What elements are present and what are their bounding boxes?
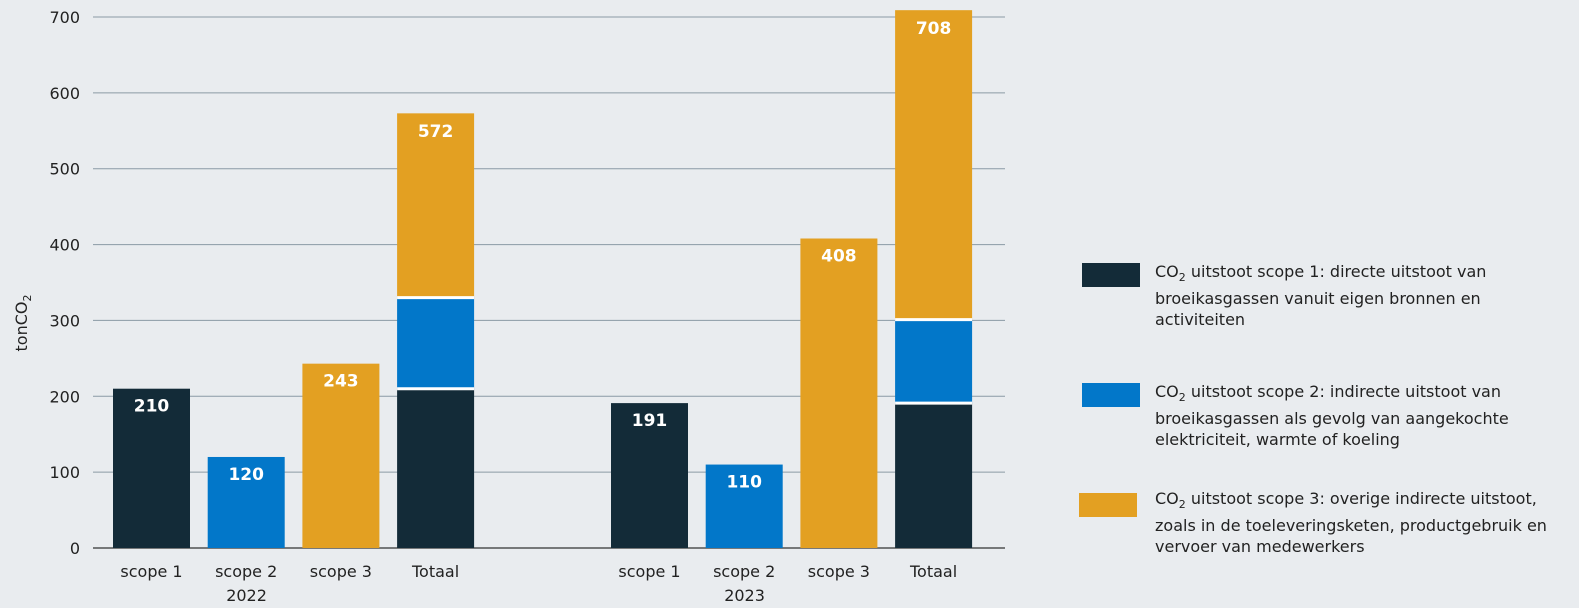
legend-label-scope2: CO2 uitstoot scope 2: indirecte uitstoot…	[1155, 382, 1509, 450]
y-tick-label: 600	[49, 84, 80, 103]
data-label: 120	[228, 465, 264, 485]
bar-scope1	[611, 403, 688, 548]
group-label: 2022	[226, 586, 267, 605]
bar-segment-scope1	[397, 388, 475, 548]
bar-segment-scope2	[397, 297, 475, 389]
y-tick-label: 400	[49, 236, 80, 255]
legend-swatch-scope1	[1082, 263, 1140, 287]
bar-scope2	[207, 456, 285, 548]
x-tick-label: scope 2	[215, 562, 277, 581]
bar-scope1	[113, 388, 190, 548]
data-label: 110	[726, 473, 762, 493]
y-tick-label: 300	[49, 311, 80, 330]
y-tick-label: 500	[49, 160, 80, 179]
bar-scope3	[302, 363, 380, 548]
bar-scope2	[705, 464, 783, 548]
x-tick-label: scope 3	[310, 562, 372, 581]
bar-scope3	[800, 238, 878, 548]
x-tick-label: scope 3	[808, 562, 870, 581]
data-label: 243	[323, 372, 359, 392]
x-tick-label: scope 2	[713, 562, 775, 581]
y-tick-label: 100	[49, 463, 80, 482]
emissions-bar-chart: 0 100 200 300 400 500 600 700 tonCO2 210 scope 1 12…	[12, 8, 1005, 605]
y-tick-label: 200	[49, 387, 80, 406]
legend-swatch-scope3	[1079, 493, 1137, 517]
bar-segment-scope3	[895, 10, 973, 320]
legend-label-scope1: CO2 uitstoot scope 1: directe uitstoot v…	[1155, 262, 1487, 330]
group-label: 2023	[724, 586, 765, 605]
data-label: 408	[821, 247, 857, 267]
data-label: 708	[916, 19, 952, 39]
bar-segment-scope1	[895, 403, 973, 548]
data-label: 191	[632, 411, 668, 431]
y-tick-label: 0	[70, 539, 80, 558]
x-tick-label: scope 1	[120, 562, 182, 581]
x-tick-label: scope 1	[618, 562, 680, 581]
x-tick-label: Totaal	[411, 562, 459, 581]
data-label: 572	[418, 122, 454, 142]
bar-segment-scope3	[397, 113, 475, 298]
y-axis-label-subscript: 2	[21, 295, 34, 302]
y-axis-label-main: tonCO	[12, 302, 31, 352]
y-axis-label: tonCO2	[12, 295, 34, 352]
legend-swatch-scope2	[1082, 383, 1140, 407]
bar-segment-scope2	[895, 319, 973, 404]
y-tick-label: 700	[49, 8, 80, 27]
legend-label-scope3: CO2 uitstoot scope 3: overige indirecte …	[1155, 489, 1547, 557]
data-label: 210	[134, 397, 170, 417]
x-tick-label: Totaal	[909, 562, 957, 581]
